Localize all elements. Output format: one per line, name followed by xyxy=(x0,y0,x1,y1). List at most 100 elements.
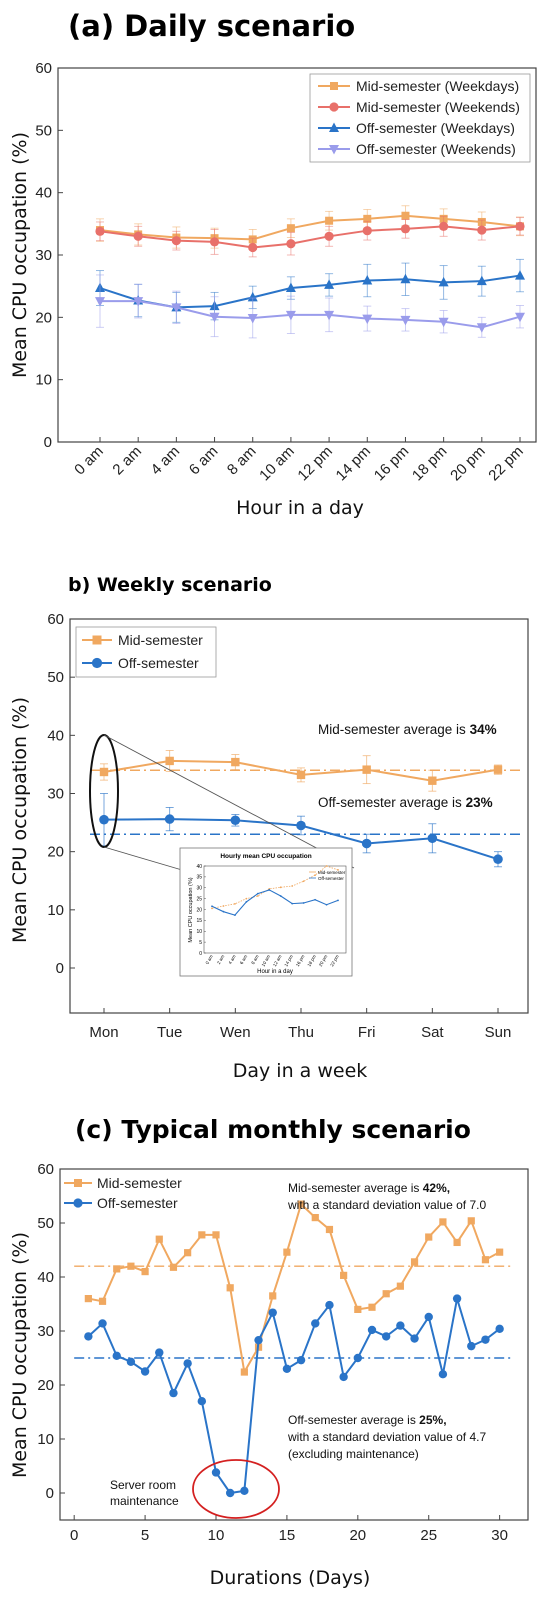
chart-c-x-tick-label: 20 xyxy=(349,1527,366,1544)
chart-a-data-point xyxy=(515,270,525,280)
chart-b-off-average-value: 23% xyxy=(466,795,493,810)
chart-c-data-point xyxy=(354,1305,362,1313)
chart-b-inset-data-point xyxy=(302,902,305,904)
chart-a-y-tick-label: 30 xyxy=(35,247,52,264)
chart-a-data-point xyxy=(286,239,296,249)
chart-c-data-point xyxy=(282,1364,292,1374)
chart-c-off-exclusion-note: (excluding maintenance) xyxy=(288,1447,419,1461)
chart-c-data-point xyxy=(325,1300,334,1310)
chart-a-data-point xyxy=(95,297,105,307)
chart-c-data-point xyxy=(283,1248,291,1256)
chart-a-x-tick-label: 4 am xyxy=(148,443,184,479)
chart-b-inset-y-tick-label: 10 xyxy=(196,929,202,935)
chart-a-series-line xyxy=(99,225,521,249)
chart-b-inset-title: Hourly mean CPU occupation xyxy=(220,853,311,860)
chart-b-inset-x-tick-label: 10 am xyxy=(261,954,272,968)
chart-b-series-1 xyxy=(99,793,503,868)
chart-b-off-average-note: Off-semester average is 23% xyxy=(318,795,493,810)
chart-c-off-average-value: 25%, xyxy=(419,1413,446,1427)
chart-c-data-point xyxy=(410,1258,419,1266)
chart-c-y-axis: 0 10 20 30 40 50 60 xyxy=(37,1161,65,1502)
chart-b-data-point xyxy=(165,756,174,766)
chart-c-data-point xyxy=(481,1256,490,1264)
chart-a-legend-marker xyxy=(329,145,339,155)
chart-c-series-line xyxy=(88,1202,501,1375)
chart-c-data-point xyxy=(84,1332,93,1341)
chart-a-legend: Mid-semester (Weekdays) Mid-semester (Wee… xyxy=(309,73,531,163)
chart-c-data-point xyxy=(496,1248,504,1256)
chart-a-y-tick-label: 10 xyxy=(35,372,52,389)
chart-b-x-tick-label: Fri xyxy=(358,1024,376,1041)
chart-a-data-point xyxy=(476,323,487,333)
chart-b-y-tick-label: 0 xyxy=(56,960,64,977)
chart-c-data-point xyxy=(467,1341,476,1351)
chart-c-data-point xyxy=(467,1217,475,1225)
chart-b-y-tick-label: 10 xyxy=(47,902,64,919)
chart-a-data-point xyxy=(171,303,182,313)
chart-c-data-point xyxy=(212,1231,220,1239)
chart-b-inset-series-line xyxy=(211,889,339,916)
chart-c-data-point xyxy=(112,1351,121,1361)
chart-a-data-point xyxy=(133,297,144,307)
chart-b-inset-x-tick-label: 18 pm xyxy=(306,954,317,968)
chart-a-data-point xyxy=(247,313,258,324)
chart-monthly-scenario: (c) Typical monthly scenario 01020304050… xyxy=(9,1115,529,1589)
chart-c-data-point xyxy=(311,1319,320,1328)
chart-a-series xyxy=(95,205,525,339)
chart-b-inset-data-point xyxy=(291,885,294,887)
chart-b-inset-x-tick-label: 20 pm xyxy=(318,954,329,968)
chart-c-data-point xyxy=(325,1225,334,1234)
chart-a-data-point xyxy=(401,211,410,220)
chart-a-data-point xyxy=(438,317,449,328)
chart-b-inset-y-label: Mean CPU occupation (%) xyxy=(188,877,194,942)
chart-b-y-tick-label: 20 xyxy=(47,844,64,861)
chart-c-data-point xyxy=(481,1335,490,1344)
chart-a-series-2 xyxy=(95,258,525,323)
chart-b-inset-background xyxy=(179,847,353,977)
chart-c-data-point xyxy=(439,1218,447,1226)
chart-c-data-point xyxy=(155,1348,164,1357)
chart-a-series-line xyxy=(99,274,521,309)
chart-b-mid-average-value: 34% xyxy=(470,722,497,737)
chart-a-legend-label: Off-semester (Weekends) xyxy=(356,141,516,157)
chart-a-series-line xyxy=(99,214,521,241)
chart-c-data-point xyxy=(211,1468,221,1477)
chart-c-mid-average-value: 42%, xyxy=(423,1181,450,1195)
chart-b-data-point xyxy=(164,814,175,824)
chart-c-y-tick-label: 60 xyxy=(37,1161,54,1178)
chart-c-data-point xyxy=(269,1292,277,1300)
chart-a-x-tick-label: 8 am xyxy=(224,443,260,479)
chart-c-x-tick-label: 0 xyxy=(70,1527,78,1544)
chart-c-data-point xyxy=(127,1262,135,1270)
chart-a-data-point xyxy=(247,291,258,302)
chart-b-series xyxy=(99,750,503,868)
chart-b-inset-data-point xyxy=(256,895,259,897)
chart-c-y-tick-label: 10 xyxy=(37,1431,54,1448)
chart-b-zoom-line-lower xyxy=(103,846,183,871)
chart-c-x-axis: 0 5 10 15 20 25 30 xyxy=(70,1515,508,1544)
chart-c-title: (c) Typical monthly scenario xyxy=(75,1115,471,1144)
chart-a-y-label: Mean CPU occupation (%) xyxy=(9,132,31,378)
chart-b-data-point xyxy=(427,833,438,844)
chart-c-data-point xyxy=(141,1268,149,1276)
chart-a-data-point xyxy=(324,279,335,289)
chart-a-x-tick-label: 22 pm xyxy=(485,443,527,485)
chart-b-inset-data-point xyxy=(337,869,339,871)
chart-b-inset-y-tick-label: 20 xyxy=(196,907,202,913)
chart-b-inset-x-tick-label: 0 am xyxy=(205,954,214,965)
chart-c-data-point xyxy=(410,1334,419,1343)
chart-c-off-average-prefix: Off-semester average is xyxy=(288,1413,419,1427)
chart-b-legend: Mid-semester Off-semester xyxy=(75,626,217,678)
chart-c-data-point xyxy=(353,1353,363,1363)
chart-a-data-point xyxy=(477,225,487,235)
chart-b-data-point xyxy=(493,765,503,774)
chart-a-x-tick-label: 2 am xyxy=(109,443,145,479)
chart-b-inset-data-point xyxy=(245,897,248,900)
chart-a-legend-label: Mid-semester (Weekdays) xyxy=(356,78,519,94)
chart-b-inset-y-tick-label: 15 xyxy=(196,918,202,924)
chart-c-x-label: Durations (Days) xyxy=(210,1567,371,1589)
chart-a-data-point xyxy=(324,310,335,321)
